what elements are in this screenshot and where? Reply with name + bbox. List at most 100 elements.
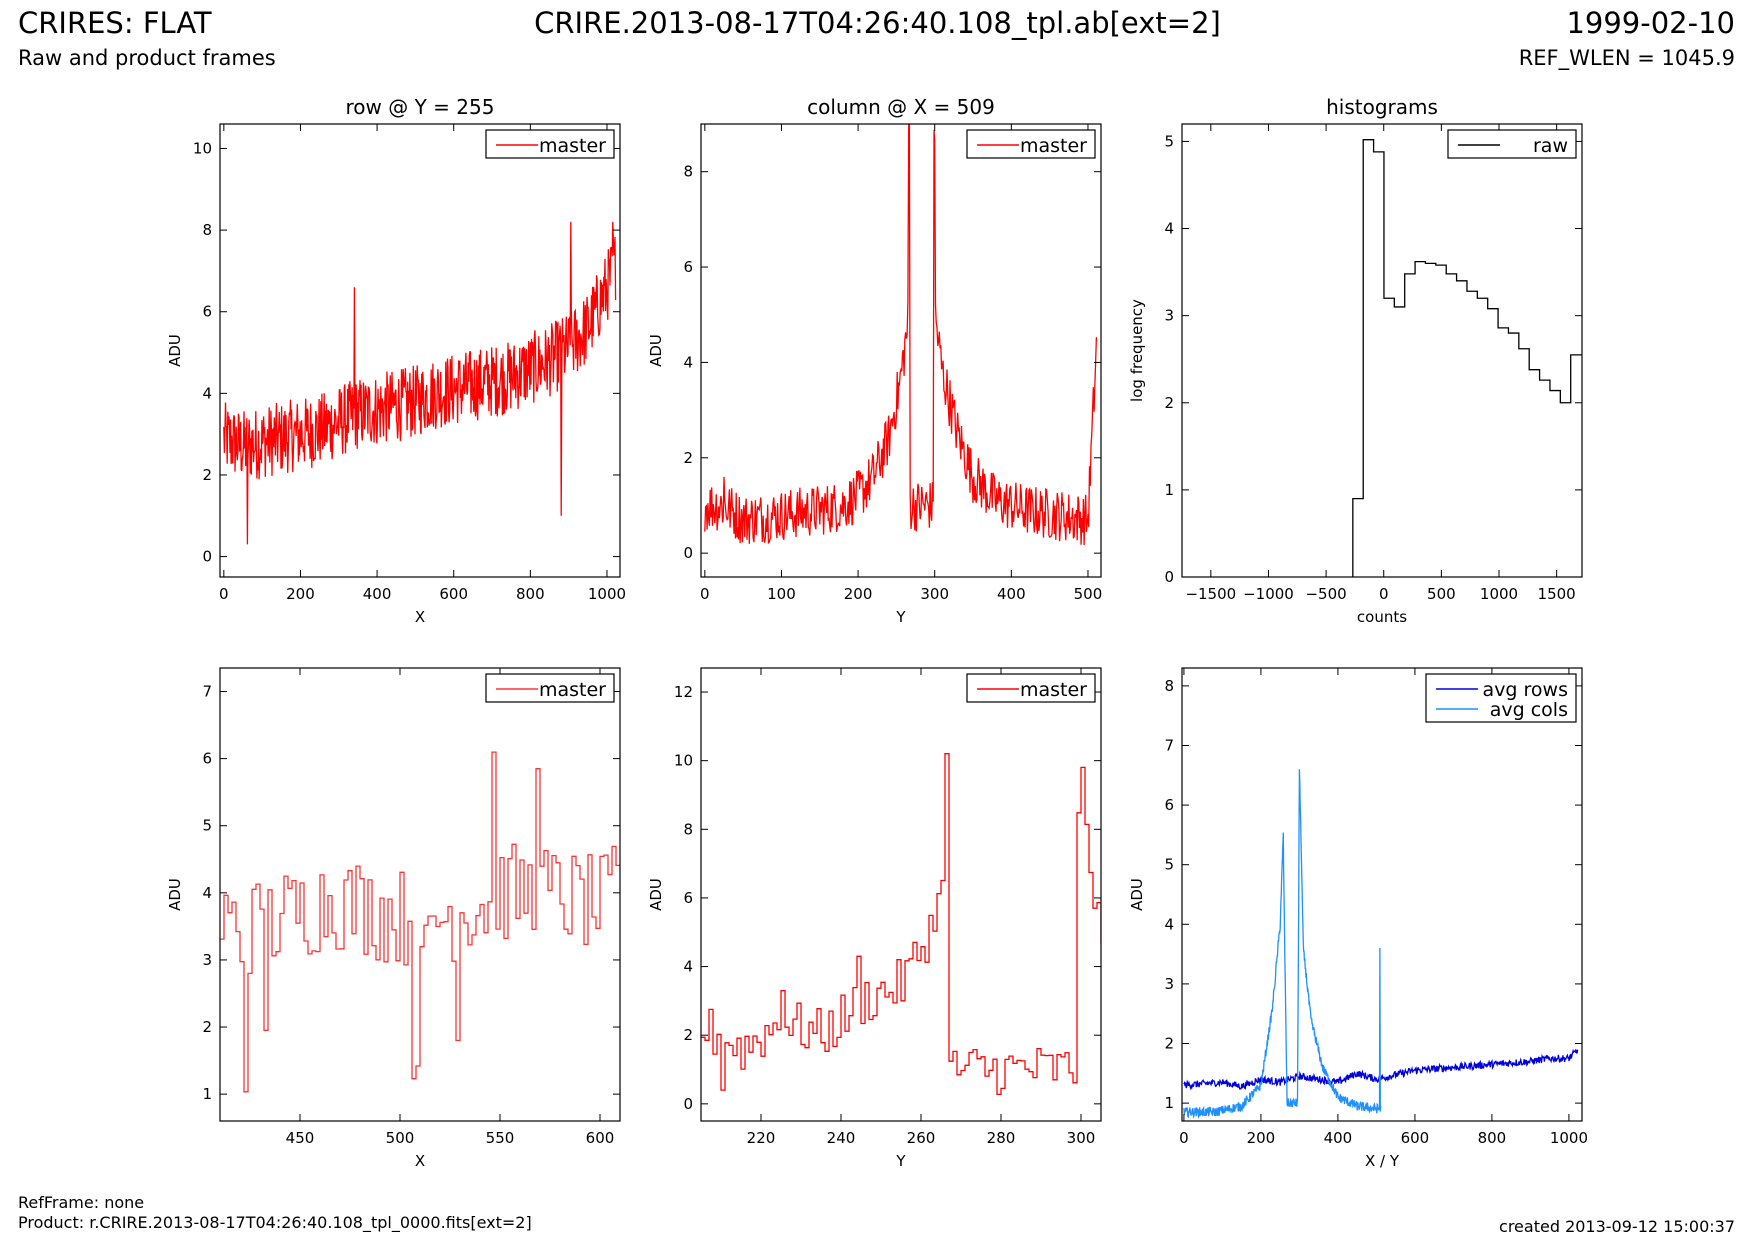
legend: raw: [1447, 129, 1577, 159]
y-tick-label: 6: [202, 750, 212, 768]
x-tick-label: 600: [439, 585, 468, 603]
x-tick-label: 200: [844, 585, 873, 603]
x-tick-label: 0: [1379, 585, 1389, 603]
x-tick-label: 200: [286, 585, 315, 603]
x-tick-label: 1000: [1550, 1129, 1588, 1147]
x-axis-label: Y: [895, 608, 906, 626]
y-tick-label: 8: [683, 163, 693, 181]
y-axis-label: ADU: [647, 878, 665, 911]
y-tick-label: 2: [202, 1018, 212, 1036]
y-tick-label: 2: [683, 1026, 693, 1044]
chart-hist: −1500 −1000 −500 0 500 1000 1500 0 1 2 3 4 5 histogra…: [1128, 95, 1583, 626]
chart-title: column @ X = 509: [807, 95, 995, 119]
y-tick-label: 1: [1164, 1094, 1174, 1112]
created-label: created 2013-09-12 15:00:37: [1499, 1217, 1735, 1236]
y-tick-label: 4: [1164, 220, 1174, 238]
date-label: 1999-02-10: [1566, 6, 1735, 40]
series-master: [701, 753, 1101, 1096]
plot-frame: [219, 123, 621, 578]
y-axis-label: log frequency: [1128, 299, 1146, 402]
ref-wlen-label: REF_WLEN = 1045.9: [1518, 46, 1735, 70]
y-tick-label: 2: [1164, 1035, 1174, 1053]
legend-box: [966, 673, 1096, 703]
legend-label: raw: [1533, 135, 1568, 157]
legend-box: [485, 129, 615, 159]
legend-box: [1447, 129, 1577, 159]
y-axis-label: ADU: [166, 334, 184, 367]
plot-frame: [1181, 667, 1583, 1122]
figure-subtitle: Raw and product frames: [18, 46, 276, 70]
x-tick-label: 0: [219, 585, 229, 603]
y-axis-label: ADU: [1128, 878, 1146, 911]
x-tick-label: 300: [920, 585, 949, 603]
x-tick-label: 280: [987, 1129, 1016, 1147]
x-tick-label: −1500: [1185, 585, 1236, 603]
legend-label: master: [1020, 679, 1087, 701]
y-tick-label: 0: [1164, 568, 1174, 586]
plot-frame: [700, 123, 1102, 578]
y-tick-label: 3: [1164, 975, 1174, 993]
y-tick-label: 0: [683, 544, 693, 562]
x-tick-label: 600: [586, 1129, 615, 1147]
legend-label: avg rows: [1483, 679, 1568, 701]
x-tick-label: 240: [827, 1129, 856, 1147]
legend: master: [485, 129, 615, 159]
x-tick-label: 400: [363, 585, 392, 603]
y-tick-label: 3: [202, 951, 212, 969]
chart-row: 0 200 400 600 800 1000 0 2 4 6 8 10 row @ Y = 255 X AD…: [166, 95, 626, 626]
x-tick-label: 200: [1247, 1129, 1276, 1147]
series-raw: [1352, 139, 1582, 577]
series-master: [704, 124, 1098, 546]
y-tick-label: 2: [202, 466, 212, 484]
y-tick-label: 4: [683, 353, 693, 371]
chart-col: 0 100 200 300 400 500 0 2 4 6 8 column @ X = 509 Y AD…: [647, 95, 1102, 626]
legend: master: [966, 673, 1096, 703]
x-axis-label: counts: [1357, 608, 1407, 626]
y-tick-label: 4: [202, 884, 212, 902]
x-axis-label: Y: [895, 1152, 906, 1170]
x-tick-label: 450: [286, 1129, 315, 1147]
file-name: CRIRE.2013-08-17T04:26:40.108_tpl.ab[ext…: [534, 6, 1221, 40]
x-tick-label: 500: [1427, 585, 1456, 603]
y-tick-label: 6: [202, 303, 212, 321]
y-tick-label: 2: [683, 449, 693, 467]
legend-box: [1425, 673, 1577, 723]
y-tick-label: 5: [1164, 132, 1174, 150]
legend: master: [966, 129, 1096, 159]
figure-title: CRIRES: FLAT: [18, 6, 212, 40]
x-tick-label: 800: [516, 585, 545, 603]
x-tick-label: 0: [700, 585, 710, 603]
y-tick-label: 6: [683, 258, 693, 276]
y-tick-label: 6: [683, 889, 693, 907]
ref-frame-label: RefFrame: none: [18, 1193, 145, 1212]
x-tick-label: 0: [1179, 1129, 1189, 1147]
x-axis-label: X / Y: [1365, 1152, 1400, 1170]
x-tick-label: 500: [386, 1129, 415, 1147]
y-axis-label: ADU: [647, 334, 665, 367]
x-tick-label: 550: [486, 1129, 515, 1147]
x-axis-label: X: [415, 608, 425, 626]
x-axis-label: X: [415, 1152, 425, 1170]
x-tick-label: 260: [907, 1129, 936, 1147]
legend: master: [485, 673, 615, 703]
x-tick-label: 300: [1067, 1129, 1096, 1147]
series-master: [220, 751, 620, 1093]
x-tick-label: 100: [767, 585, 796, 603]
y-tick-label: 6: [1164, 796, 1174, 814]
y-tick-label: 7: [1164, 736, 1174, 754]
x-tick-label: 500: [1074, 585, 1103, 603]
chart-col_zoom: 220 240 260 280 300 0 2 4 6 8 10 12 Y ADU master: [647, 667, 1102, 1170]
y-tick-label: 2: [1164, 394, 1174, 412]
y-tick-label: 12: [674, 683, 693, 701]
plot-frame: [1181, 123, 1583, 578]
y-tick-label: 4: [1164, 915, 1174, 933]
y-tick-label: 8: [683, 820, 693, 838]
y-tick-label: 8: [1164, 677, 1174, 695]
y-tick-label: 0: [683, 1095, 693, 1113]
series-avg-cols: [1183, 769, 1382, 1119]
product-label: Product: r.CRIRE.2013-08-17T04:26:40.108…: [18, 1213, 532, 1232]
chart-row_zoom: 450 500 550 600 1 2 3 4 5 6 7 X ADU master: [166, 667, 621, 1170]
y-tick-label: 10: [674, 752, 693, 770]
y-tick-label: 5: [1164, 856, 1174, 874]
